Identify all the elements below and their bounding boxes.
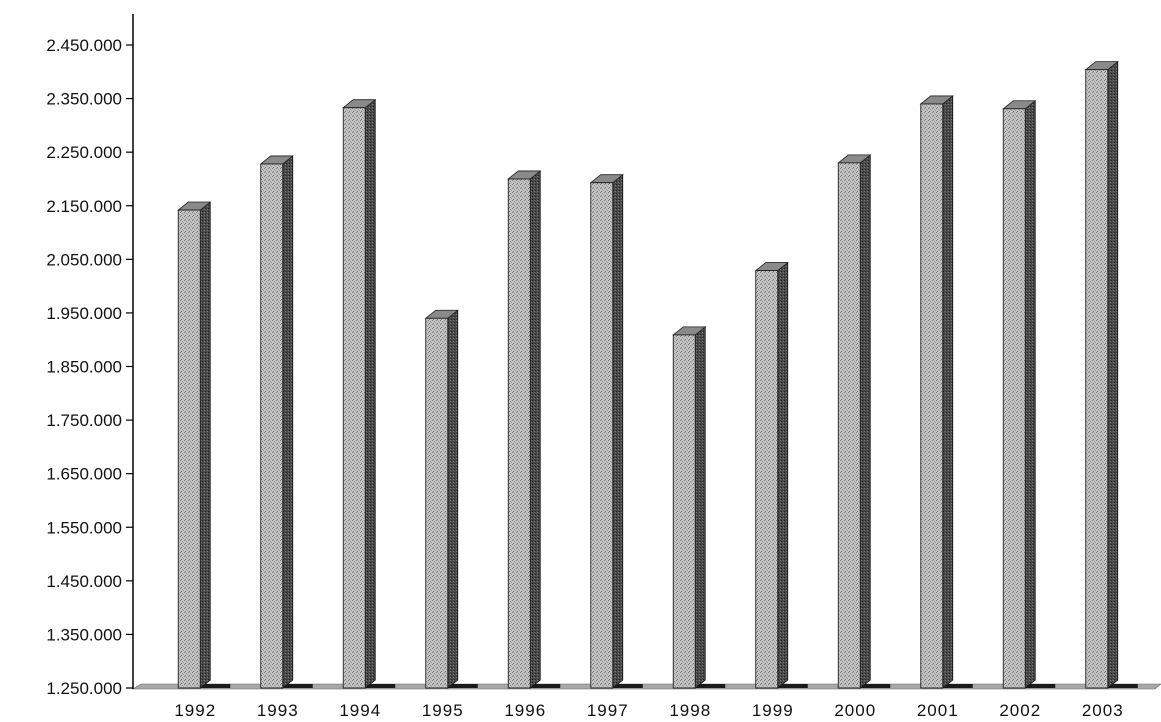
y-tick-label: 2.150.000	[46, 197, 122, 216]
y-tick-label: 1.350.000	[46, 625, 122, 644]
bar-front	[920, 103, 944, 689]
bar	[672, 326, 726, 689]
y-tick-labels: 1.250.000 1.350.000 1.450.000 1.550.000 1.65…	[46, 36, 122, 698]
y-tick-label: 1.950.000	[46, 304, 122, 323]
y-tick-label: 1.550.000	[46, 518, 122, 537]
bar-side	[364, 98, 376, 689]
bar-floor-shadow	[431, 684, 478, 688]
bar-side	[942, 95, 954, 689]
y-tick-label: 2.250.000	[46, 143, 122, 162]
bar-front	[507, 178, 531, 689]
bar-floor-shadow	[679, 684, 726, 688]
bar-front	[425, 317, 449, 689]
bar	[1002, 99, 1056, 689]
x-tick-label: 1992	[174, 701, 216, 720]
x-tick-label: 2003	[1082, 701, 1124, 720]
bar-side	[282, 155, 294, 689]
bar	[589, 173, 643, 689]
bar-floor-shadow	[349, 684, 396, 688]
bar-front	[590, 182, 614, 689]
bar-side	[859, 154, 871, 689]
bar-floor-shadow	[266, 684, 313, 688]
bar-floor-shadow	[184, 684, 231, 688]
bar-floor-shadow	[1091, 684, 1138, 688]
y-tick-label: 1.650.000	[46, 465, 122, 484]
bar-floor-shadow	[1009, 684, 1056, 688]
bar	[754, 261, 808, 689]
bar-floor-shadow	[761, 684, 808, 688]
bar-front	[260, 163, 284, 689]
bar-side	[1107, 60, 1119, 689]
bar-floor-shadow	[926, 684, 973, 688]
y-tick-label: 1.750.000	[46, 411, 122, 430]
y-tick-label: 1.250.000	[46, 679, 122, 698]
x-tick-label: 2001	[917, 701, 959, 720]
bar	[837, 154, 891, 689]
bar	[424, 309, 478, 689]
bar-side	[694, 326, 706, 689]
bar	[1084, 60, 1138, 689]
x-tick-label: 1999	[752, 701, 794, 720]
y-tick-label: 1.450.000	[46, 572, 122, 591]
bar-floor-shadow	[596, 684, 643, 688]
bar-front	[672, 334, 696, 689]
x-tick-label: 2000	[834, 701, 876, 720]
bar-side	[1024, 99, 1036, 689]
x-tick-label: 1995	[422, 701, 464, 720]
bar-side	[529, 170, 541, 689]
bar-front	[177, 209, 201, 689]
x-tick-label: 1994	[339, 701, 381, 720]
bar	[177, 201, 231, 689]
bars	[177, 60, 1138, 689]
bar-side	[447, 309, 459, 689]
bar-front	[342, 107, 366, 689]
bar-side	[199, 201, 211, 689]
bar	[342, 98, 396, 689]
bar	[919, 95, 973, 689]
bar-floor-shadow	[514, 684, 561, 688]
bar-floor-shadow	[844, 684, 891, 688]
bar-front	[755, 270, 779, 689]
x-tick-label: 1997	[587, 701, 629, 720]
bar-side	[612, 173, 624, 689]
y-tick-label: 2.350.000	[46, 90, 122, 109]
bar-side	[777, 261, 789, 689]
y-tick-label: 1.850.000	[46, 358, 122, 377]
bar-front	[837, 162, 861, 689]
y-tick-label: 2.050.000	[46, 250, 122, 269]
x-tick-label: 1998	[669, 701, 711, 720]
x-tick-label: 1993	[257, 701, 299, 720]
y-tick-label: 2.450.000	[46, 36, 122, 55]
bar-front	[1085, 69, 1109, 689]
x-tick-labels: 1992 1993 1994 1995 1996 1997 1998 1999 2000 2001…	[174, 701, 1124, 720]
bar	[259, 155, 313, 689]
x-tick-label: 1996	[504, 701, 546, 720]
bar	[507, 170, 561, 689]
bar-front	[1002, 108, 1026, 689]
x-tick-label: 2002	[999, 701, 1041, 720]
